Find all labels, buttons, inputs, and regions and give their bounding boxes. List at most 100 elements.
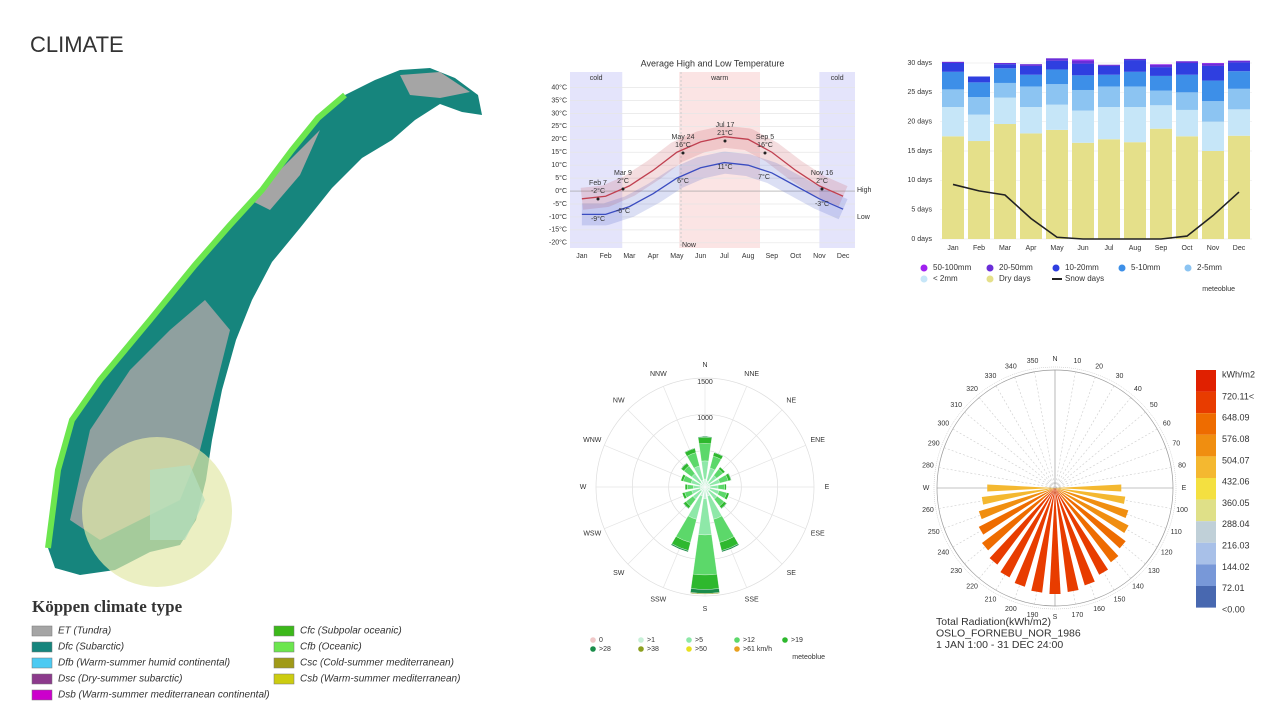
season-label: cold xyxy=(831,75,844,82)
direction-label: S xyxy=(703,606,708,613)
direction-label: 130 xyxy=(1148,568,1160,575)
direction-label: 340 xyxy=(1005,364,1017,371)
y-tick-label: 30°C xyxy=(551,109,567,117)
legend-marker xyxy=(986,264,994,272)
direction-label: WNW xyxy=(583,437,602,444)
bar-segment xyxy=(1098,139,1120,239)
radiation-wedge xyxy=(1055,488,1126,504)
bar-segment xyxy=(1124,71,1146,87)
snow-line xyxy=(952,183,1240,240)
bar-segment xyxy=(1020,107,1042,134)
legend-marker xyxy=(590,637,596,643)
colorbar-tick-label: 648.09 xyxy=(1222,413,1250,423)
x-tick-label: Aug xyxy=(742,253,755,260)
y-tick-label: 25°C xyxy=(551,122,567,130)
direction-label: N xyxy=(1052,356,1057,363)
direction-label: 120 xyxy=(1161,549,1173,556)
colorbar-tick-label: 432.06 xyxy=(1222,477,1250,487)
low-temp-label: -3°C xyxy=(815,200,829,208)
spoke xyxy=(995,385,1056,489)
radiation-wedge xyxy=(1031,488,1055,593)
low-temp-label: -6°C xyxy=(616,207,630,215)
radiation-wedge xyxy=(1014,488,1055,587)
bar-segment xyxy=(1176,109,1198,137)
high-date-label: Mar 9 xyxy=(614,170,632,177)
point-dot xyxy=(621,187,625,191)
direction-label: NE xyxy=(786,398,796,405)
bar-segment xyxy=(1046,129,1068,239)
caption: 1 JAN 1:00 - 31 DEC 24:00 xyxy=(936,639,1063,651)
x-tick-label: Oct xyxy=(1182,245,1193,252)
x-tick-label: Jun xyxy=(1077,245,1088,252)
bar-segment xyxy=(1098,64,1120,66)
legend-label: Dfc (Subarctic) xyxy=(58,642,124,653)
radiation-wedge xyxy=(978,488,1055,535)
legend-label: Dry days xyxy=(999,274,1031,283)
wind-segment xyxy=(724,483,727,491)
high-temp-label: 2°C xyxy=(617,177,629,185)
colorbar-cell xyxy=(1196,478,1216,500)
legend-label: Cfc (Subpolar oceanic) xyxy=(300,626,402,637)
legend-label: >12 xyxy=(743,637,755,644)
point-dot xyxy=(596,197,600,201)
direction-label: NNW xyxy=(650,371,667,378)
legend-marker xyxy=(686,637,692,643)
legend-swatch xyxy=(273,673,295,685)
bar-segment xyxy=(1020,64,1042,66)
ring xyxy=(933,366,1177,610)
legend-label: >5 xyxy=(695,637,703,644)
point-dot xyxy=(763,151,767,155)
direction-label: 300 xyxy=(937,420,949,427)
x-tick-label: Sep xyxy=(766,253,779,260)
colorbar-cell xyxy=(1196,564,1216,586)
radiation-wedge xyxy=(987,484,1055,492)
legend-swatch xyxy=(31,673,53,685)
series-label: Low xyxy=(857,214,871,221)
bar-segment xyxy=(942,63,964,72)
bar-segment xyxy=(968,97,990,115)
high-temp-label: -2°C xyxy=(591,187,605,195)
spoke xyxy=(1054,385,1115,489)
high-temp-label: 16°C xyxy=(675,141,691,149)
y-tick-label: 0 days xyxy=(911,236,932,243)
bar-segment xyxy=(1020,86,1042,107)
y-tick-label: 35°C xyxy=(551,96,567,104)
direction-label: 260 xyxy=(922,507,934,514)
season-band xyxy=(819,72,855,248)
wind-segment xyxy=(681,493,685,500)
direction-label: E xyxy=(825,484,830,491)
x-tick-label: Nov xyxy=(813,253,826,260)
y-tick-label: -20°C xyxy=(549,239,567,247)
bar-segment xyxy=(1046,104,1068,130)
wind-segment xyxy=(692,534,718,576)
bar-segment xyxy=(1150,75,1172,91)
bar-segment xyxy=(1098,65,1120,75)
direction-label: 230 xyxy=(950,568,962,575)
series-label: High xyxy=(857,187,872,194)
bar-segment xyxy=(1098,107,1120,140)
radiation-wedge xyxy=(1055,488,1109,575)
bar-segment xyxy=(968,76,990,83)
high-date-label: Jul 17 xyxy=(716,122,735,129)
radiation-wedge xyxy=(978,488,1055,520)
bar-segment xyxy=(1046,60,1068,70)
direction-label: 210 xyxy=(985,597,997,604)
legend-swatch xyxy=(273,625,295,637)
bar-segment xyxy=(1020,74,1042,87)
direction-label: 250 xyxy=(928,529,940,536)
direction-label: 290 xyxy=(928,441,940,448)
temperature-line xyxy=(581,161,844,216)
direction-label: NNE xyxy=(744,371,759,378)
colorbar-tick-label: <0.00 xyxy=(1222,604,1245,614)
y-tick-label: 15°C xyxy=(551,148,567,156)
y-tick-label: 25 days xyxy=(907,89,932,96)
bar-segment xyxy=(1150,128,1172,239)
legend-marker xyxy=(1052,264,1060,272)
wind-segment xyxy=(684,484,688,490)
bar-segment xyxy=(994,68,1016,83)
low-temp-label: 7°C xyxy=(758,173,770,181)
x-tick-label: Nov xyxy=(1207,245,1220,252)
x-tick-label: Aug xyxy=(1129,245,1142,252)
bar-segment xyxy=(1228,62,1250,72)
